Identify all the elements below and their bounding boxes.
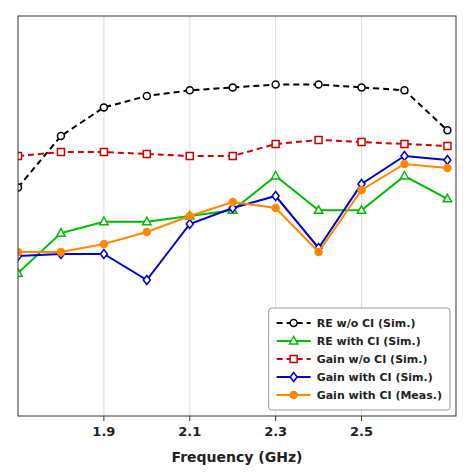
point bbox=[186, 87, 193, 94]
series-line bbox=[18, 164, 447, 252]
x-axis: 1.9 2.1 2.3 2.5 bbox=[92, 416, 373, 439]
point bbox=[444, 156, 451, 165]
tick bbox=[275, 416, 276, 421]
point bbox=[315, 249, 322, 256]
point bbox=[401, 161, 408, 168]
point bbox=[57, 229, 65, 237]
point bbox=[18, 184, 22, 191]
series-line bbox=[18, 176, 447, 273]
point bbox=[358, 84, 365, 91]
point bbox=[272, 81, 279, 88]
point bbox=[143, 217, 151, 225]
tick bbox=[103, 416, 104, 421]
point bbox=[314, 206, 322, 214]
point bbox=[229, 153, 236, 160]
point bbox=[18, 269, 22, 277]
point bbox=[186, 212, 194, 220]
legend-marker bbox=[290, 392, 297, 399]
point bbox=[57, 149, 64, 156]
point bbox=[100, 149, 107, 156]
point bbox=[186, 220, 193, 229]
series bbox=[18, 161, 451, 256]
point bbox=[100, 241, 107, 248]
plot-area bbox=[18, 81, 452, 284]
point bbox=[143, 151, 150, 158]
tick bbox=[361, 416, 362, 421]
point bbox=[57, 133, 64, 140]
point bbox=[57, 249, 64, 256]
point bbox=[272, 192, 279, 201]
legend-label: Gain with CI (Meas.) bbox=[317, 389, 442, 402]
point bbox=[444, 143, 451, 150]
chart: 1.9 2.1 2.3 2.5 Frequency (GHz) RE w/o CI (Si… bbox=[0, 0, 474, 474]
tick-label: 2.1 bbox=[178, 424, 201, 439]
tick-label: 2.3 bbox=[264, 424, 287, 439]
point bbox=[315, 81, 322, 88]
point bbox=[186, 153, 193, 160]
point bbox=[271, 172, 279, 180]
point bbox=[100, 250, 107, 259]
point bbox=[100, 104, 107, 111]
point bbox=[57, 250, 64, 259]
x-axis-label: Frequency (GHz) bbox=[172, 449, 303, 465]
point bbox=[357, 206, 365, 214]
point bbox=[358, 139, 365, 146]
point bbox=[444, 165, 451, 172]
point bbox=[443, 194, 451, 202]
point bbox=[186, 213, 193, 220]
point bbox=[401, 87, 408, 94]
point bbox=[400, 172, 408, 180]
point bbox=[143, 93, 150, 100]
tick-label: 1.9 bbox=[92, 424, 115, 439]
point bbox=[358, 187, 365, 194]
legend-label: Gain with CI (Sim.) bbox=[317, 371, 433, 384]
legend-marker bbox=[290, 320, 297, 327]
point bbox=[18, 249, 22, 256]
point bbox=[272, 205, 279, 212]
legend-marker bbox=[289, 337, 297, 345]
point bbox=[143, 276, 150, 285]
plot-frame bbox=[18, 16, 456, 416]
tick-label: 2.5 bbox=[350, 424, 373, 439]
legend-marker bbox=[290, 373, 297, 382]
point bbox=[143, 229, 150, 236]
legend-label: Gain w/o CI (Sim.) bbox=[317, 353, 428, 366]
legend-label: RE with CI (Sim.) bbox=[317, 335, 421, 348]
point bbox=[18, 153, 22, 160]
series bbox=[18, 172, 452, 277]
legend: RE w/o CI (Sim.) RE with CI (Sim.) Gain w/… bbox=[269, 308, 450, 410]
point bbox=[315, 137, 322, 144]
background bbox=[0, 0, 474, 474]
series bbox=[18, 152, 451, 285]
tick bbox=[189, 416, 190, 421]
series bbox=[18, 137, 451, 160]
legend-label: RE w/o CI (Sim.) bbox=[317, 317, 416, 330]
series-line bbox=[18, 85, 447, 188]
point bbox=[401, 141, 408, 148]
point bbox=[272, 141, 279, 148]
point bbox=[444, 127, 451, 134]
legend-marker bbox=[290, 356, 297, 363]
legend-box bbox=[269, 308, 450, 410]
point bbox=[401, 152, 408, 161]
point bbox=[100, 217, 108, 225]
series-line bbox=[18, 156, 447, 280]
point bbox=[229, 84, 236, 91]
point bbox=[229, 199, 236, 206]
